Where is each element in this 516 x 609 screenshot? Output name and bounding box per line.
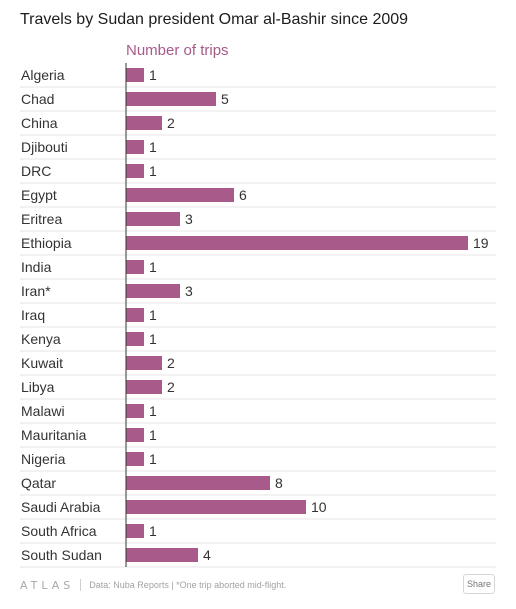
bar-rows: Algeria 1 Chad 5 China 2 Djibouti 1 DRC 1 Egypt 6 Er… xyxy=(20,67,496,568)
value-label: 1 xyxy=(149,331,157,347)
category-label: Ethiopia xyxy=(21,235,72,251)
source-note: Data: Nuba Reports | *One trip aborted m… xyxy=(89,580,287,590)
bar xyxy=(126,332,144,346)
value-label: 2 xyxy=(167,115,175,131)
bar xyxy=(126,308,144,322)
category-label: Algeria xyxy=(21,67,65,83)
category-label: Chad xyxy=(21,91,54,107)
value-label: 6 xyxy=(239,187,247,203)
bar xyxy=(126,524,144,538)
value-label: 1 xyxy=(149,67,157,83)
value-label: 1 xyxy=(149,523,157,539)
bar xyxy=(126,356,162,370)
value-label: 10 xyxy=(311,499,327,515)
category-label: South Africa xyxy=(21,523,97,539)
value-label: 5 xyxy=(221,91,229,107)
bar xyxy=(126,140,144,154)
bar xyxy=(126,380,162,394)
value-label: 2 xyxy=(167,379,175,395)
bar xyxy=(126,116,162,130)
bar xyxy=(126,500,306,514)
bar xyxy=(126,212,180,226)
category-label: Mauritania xyxy=(21,427,87,443)
bar xyxy=(126,164,144,178)
category-label: Nigeria xyxy=(21,451,66,467)
category-label: China xyxy=(21,115,58,131)
value-label: 3 xyxy=(185,211,193,227)
category-label: Malawi xyxy=(21,403,65,419)
atlas-logo: ATLAS xyxy=(20,578,75,592)
category-label: Libya xyxy=(21,379,55,395)
value-label: 4 xyxy=(203,547,211,563)
value-label: 1 xyxy=(149,451,157,467)
value-label: 3 xyxy=(185,283,193,299)
category-label: Eritrea xyxy=(21,211,62,227)
bar xyxy=(126,284,180,298)
category-label: DRC xyxy=(21,163,51,179)
chart-title: Travels by Sudan president Omar al-Bashi… xyxy=(20,11,409,28)
category-label: Kuwait xyxy=(21,355,63,371)
category-label: South Sudan xyxy=(21,547,102,563)
value-label: 19 xyxy=(473,235,489,251)
category-label: Djibouti xyxy=(21,139,68,155)
chart-footer: ATLAS Data: Nuba Reports | *One trip abo… xyxy=(20,574,286,596)
category-label: Kenya xyxy=(21,331,61,347)
bar xyxy=(126,476,270,490)
category-label: Qatar xyxy=(21,475,56,491)
bar xyxy=(126,404,144,418)
bar xyxy=(126,188,234,202)
bar xyxy=(126,236,468,250)
bar xyxy=(126,260,144,274)
value-label: 1 xyxy=(149,403,157,419)
value-label: 8 xyxy=(275,475,283,491)
bar xyxy=(126,92,216,106)
share-button[interactable]: Share xyxy=(463,574,495,594)
category-label: Saudi Arabia xyxy=(21,499,101,515)
bar xyxy=(126,68,144,82)
value-label: 1 xyxy=(149,307,157,323)
value-label: 1 xyxy=(149,427,157,443)
value-label: 1 xyxy=(149,163,157,179)
category-label: India xyxy=(21,259,52,275)
category-label: Iran* xyxy=(21,283,51,299)
category-label: Iraq xyxy=(21,307,45,323)
bar xyxy=(126,452,144,466)
value-label: 2 xyxy=(167,355,175,371)
series-label: Number of trips xyxy=(126,42,229,59)
value-label: 1 xyxy=(149,259,157,275)
bar xyxy=(126,428,144,442)
footer-divider xyxy=(80,579,82,591)
category-label: Egypt xyxy=(21,187,57,203)
bar xyxy=(126,548,198,562)
value-label: 1 xyxy=(149,139,157,155)
